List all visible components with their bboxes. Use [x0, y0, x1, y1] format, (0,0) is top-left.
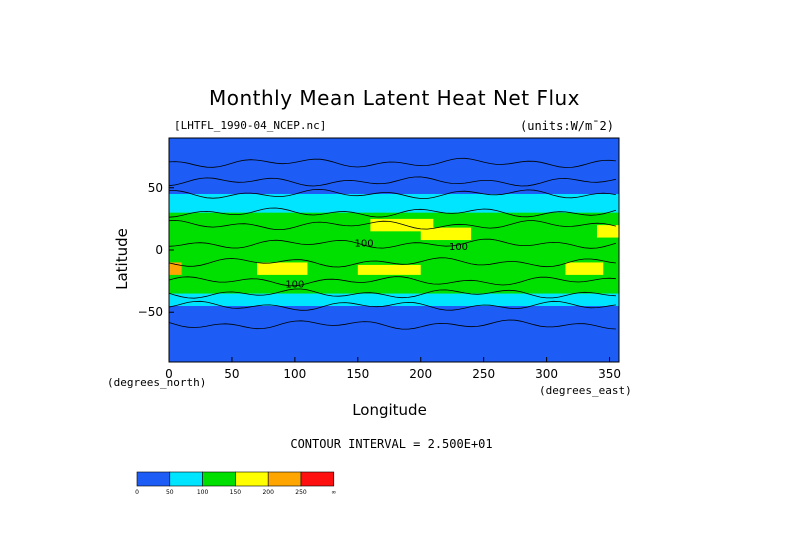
- colorbar-swatch: [267, 471, 302, 487]
- x-tick-label: 250: [472, 367, 495, 381]
- x-tick-label: 350: [598, 367, 621, 381]
- x-tick-label: 300: [535, 367, 558, 381]
- x-axis-label: Longitude: [352, 401, 427, 419]
- colorbar-swatch: [136, 471, 171, 487]
- contour-interval: CONTOUR INTERVAL = 2.500E+01: [290, 437, 493, 451]
- y-tick-label: −50: [138, 305, 163, 319]
- field-region: [596, 225, 619, 238]
- contour-label: 100: [355, 238, 374, 249]
- contour-line: [168, 319, 616, 330]
- colorbar-label: 150: [230, 489, 242, 496]
- contour-line: [168, 157, 616, 168]
- contour-line: [168, 207, 617, 218]
- contour-line: [168, 288, 616, 299]
- contour-line: [168, 176, 616, 187]
- contour-label: 100: [449, 242, 468, 253]
- field-region: [420, 227, 472, 241]
- colorbar-label: ∞: [331, 489, 336, 496]
- contour-line: [168, 219, 616, 230]
- y-tick-label: 50: [148, 181, 163, 195]
- x-tick-label: 0: [165, 367, 173, 381]
- colorbar-swatch: [169, 471, 203, 487]
- colorbar-label: 200: [262, 489, 274, 496]
- units-label: (units:W/m¯2): [520, 119, 614, 133]
- contour-line: [168, 257, 616, 268]
- contour-label: 100: [285, 279, 304, 290]
- contour-line: [169, 188, 616, 199]
- y-tick-label: 0: [155, 243, 163, 257]
- x-axis-unit: (degrees_east): [539, 384, 632, 397]
- colorbar-label: 100: [197, 489, 209, 496]
- file-label: [LHTFL_1990-04_NCEP.nc]: [174, 119, 327, 132]
- x-tick-label: 150: [346, 367, 369, 381]
- field-region: [565, 262, 604, 275]
- field-region: [357, 264, 421, 275]
- field-region: [169, 262, 182, 275]
- colorbar-label: 0: [135, 489, 139, 496]
- contour-line: [168, 300, 616, 311]
- colorbar-swatch: [300, 471, 335, 487]
- y-axis-unit: (degrees_north): [107, 376, 207, 389]
- colorbar-label: 50: [166, 489, 174, 496]
- field-region: [257, 262, 308, 275]
- colorbar-swatch: [235, 471, 269, 487]
- x-tick-label: 100: [283, 367, 306, 381]
- contour-line: [168, 238, 617, 249]
- contour-line: [168, 276, 616, 287]
- chart-title: Monthly Mean Latent Heat Net Flux: [208, 86, 581, 110]
- x-tick-label: 50: [224, 367, 239, 381]
- x-tick-label: 200: [409, 367, 432, 381]
- colorbar-swatch: [202, 471, 236, 487]
- y-axis-label: Latitude: [113, 228, 131, 290]
- colorbar-label: 250: [295, 489, 307, 496]
